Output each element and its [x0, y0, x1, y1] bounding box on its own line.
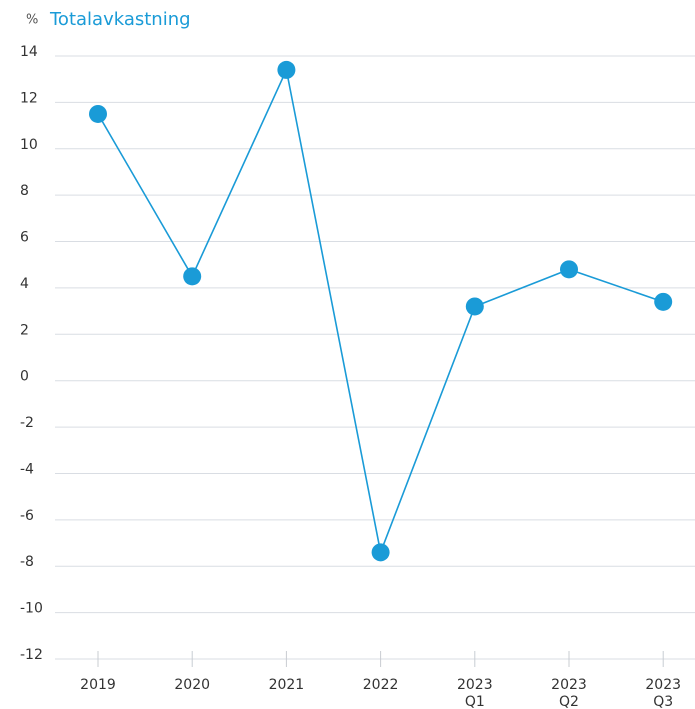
chart-title: Totalavkastning — [49, 9, 191, 30]
x-tick-label-line: Q1 — [465, 694, 485, 709]
y-tick-label: 8 — [20, 183, 29, 199]
x-tick-label-line: 2023 — [645, 677, 681, 693]
x-tick-label: 2019 — [80, 677, 116, 693]
y-tick-label: 12 — [20, 90, 38, 106]
x-tick-label: 2020 — [174, 677, 210, 693]
x-tick-label: 2023 Q1 — [457, 677, 493, 709]
data-point — [277, 60, 296, 79]
data-point — [89, 104, 107, 123]
data-point — [654, 292, 673, 311]
x-tick-label-line: 2019 — [80, 677, 116, 693]
x-tick-label-line: Q3 — [653, 694, 673, 709]
y-tick-label: -10 — [20, 601, 43, 617]
x-tick-label-line: Q2 — [559, 694, 579, 709]
y-tick-label: 2 — [20, 322, 29, 338]
y-tick-label: 4 — [20, 276, 29, 292]
data-point — [371, 543, 390, 562]
y-tick-label: -6 — [20, 508, 34, 524]
data-point — [560, 260, 578, 279]
y-tick-label: -2 — [20, 415, 34, 431]
x-tick-label: 2023 Q2 — [551, 677, 587, 709]
data-point — [465, 297, 484, 316]
y-tick-label: 14 — [20, 44, 38, 60]
y-axis-label: % — [26, 13, 38, 28]
y-tick-label: -4 — [20, 461, 34, 477]
x-tick-label-line: 2021 — [269, 677, 305, 693]
x-tick-label-line: 2020 — [174, 677, 210, 693]
y-tick-label: -8 — [20, 554, 34, 570]
series-line — [97, 67, 664, 556]
y-tick-label: -12 — [20, 647, 43, 663]
x-tick-label-line: 2022 — [363, 677, 399, 693]
data-point — [183, 267, 202, 286]
x-tick-label-line: 2023 — [551, 677, 587, 693]
y-tick-label: 0 — [20, 369, 29, 385]
y-tick-label: 10 — [20, 137, 38, 153]
x-tick-label-line: 2023 — [457, 677, 493, 693]
y-tick-label: 6 — [20, 230, 29, 246]
x-tick-label: 2022 — [363, 677, 399, 693]
x-tick-label: 2021 — [269, 677, 305, 693]
x-tick-label: 2023 Q3 — [645, 677, 681, 709]
